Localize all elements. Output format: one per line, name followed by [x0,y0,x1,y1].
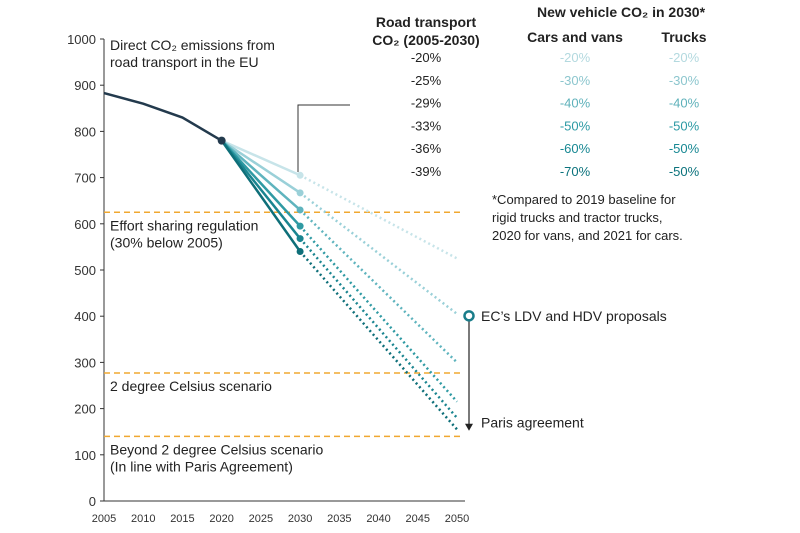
x-tick-label: 2005 [92,513,116,525]
paris-agreement-label: Paris agreement [481,415,584,431]
table-trucks-value: -50% [669,141,700,156]
table-road-value: -36% [411,141,442,156]
table-trucks-value: -50% [669,164,700,179]
series-point-2030 [296,206,304,214]
table-cars-value: -50% [560,118,591,133]
footnote-line: 2020 for vans, and 2021 for cars. [492,228,683,243]
junction-point-2020 [217,136,226,145]
series-dotted-line [299,237,458,419]
x-tick-label: 2020 [209,513,233,525]
y-tick-label: 600 [74,217,96,232]
table-road-value: -39% [411,164,442,179]
y-tick-label: 700 [74,171,96,186]
reference-label: Effort sharing regulation [110,217,258,233]
x-tick-label: 2030 [288,513,312,525]
series-solid-line [220,139,301,194]
y-tick-label: 0 [89,494,96,509]
y-tick-label: 1000 [67,32,96,47]
historical-line [103,91,223,142]
series-dotted-line [299,209,458,364]
table-col2-header: Cars and vans [527,29,623,45]
reference-label-line2: (30% below 2005) [110,234,223,250]
series-point-2030 [296,222,304,230]
table-trucks-value: -20% [669,50,700,65]
series-solid-line [221,139,301,177]
table-road-value: -20% [411,50,442,65]
table-road-value: -29% [411,96,442,111]
table-road-value: -33% [411,118,442,133]
y-tick-label: 800 [74,124,96,139]
y-tick-label: 200 [74,402,96,417]
chart-title-line1: Direct CO₂ emissions from [110,37,275,53]
x-tick-label: 2010 [131,513,155,525]
footnote-line: rigid trucks and tractor trucks, [492,210,663,225]
reference-label: 2 degree Celsius scenario [110,378,272,394]
table-cars-value: -30% [560,73,591,88]
series-solid-line [220,139,301,211]
ec-proposal-label: EC’s LDV and HDV proposals [481,308,667,324]
table-trucks-value: -40% [669,96,700,111]
table-cars-value: -60% [560,141,591,156]
series-dotted-line [299,174,458,260]
series-solid-line [220,139,302,227]
table-road-value: -25% [411,73,442,88]
x-tick-label: 2040 [366,513,390,525]
series-dotted-line [299,225,458,403]
table-trucks-value: -50% [669,118,700,133]
footnote-line: *Compared to 2019 baseline for [492,192,676,207]
x-tick-label: 2025 [249,513,273,525]
series-point-2030 [296,235,304,243]
table-col1-header-line1: Road transport [376,14,477,30]
annotation-arrow-head [465,423,473,431]
y-tick-label: 100 [74,448,96,463]
x-tick-label: 2015 [170,513,194,525]
table-cars-value: -70% [560,164,591,179]
series-point-2030 [296,189,304,197]
reference-label-line2: (In line with Paris Agreement) [110,458,293,474]
series-dotted-line [299,191,458,315]
table-group-header: New vehicle CO₂ in 2030* [537,4,706,20]
table-cars-value: -40% [560,96,591,111]
series-point-2030 [296,171,304,179]
table-leader-line [297,104,350,172]
series-point-2030 [296,248,304,256]
y-tick-label: 500 [74,263,96,278]
ec-proposal-marker [463,310,475,322]
y-tick-label: 900 [74,78,96,93]
table-cars-value: -20% [560,50,591,65]
reference-label: Beyond 2 degree Celsius scenario [110,441,323,457]
y-tick-label: 400 [74,309,96,324]
y-tick-label: 300 [74,355,96,370]
x-tick-label: 2045 [406,513,430,525]
chart-title-line2: road transport in the EU [110,54,259,70]
table-col1-header-line2: CO₂ (2005-2030) [372,32,479,48]
series-solid-line [220,139,302,253]
table-col3-header: Trucks [661,29,706,45]
table-trucks-value: -30% [669,73,700,88]
x-tick-label: 2050 [445,513,469,525]
x-tick-label: 2035 [327,513,351,525]
